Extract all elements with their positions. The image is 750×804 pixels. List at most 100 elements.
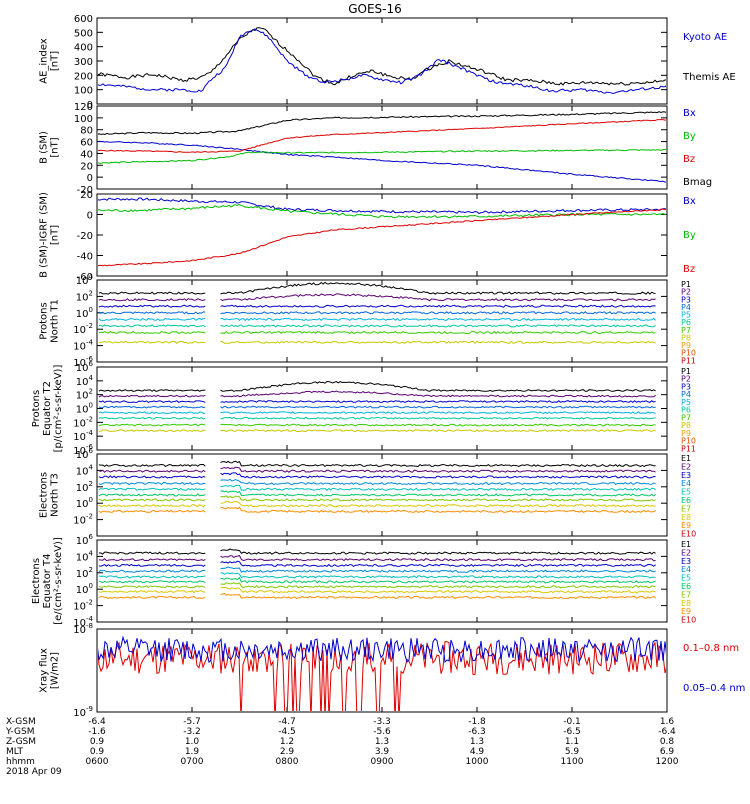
y-tick-label-bsm: 120: [74, 102, 93, 113]
series-line-bsm-bmag: [98, 111, 666, 136]
x-axis-value-5-1: -6.5: [563, 727, 581, 737]
channel-label-pT2-p7: P7: [681, 413, 691, 422]
channel-line-pT2-p8: [98, 429, 206, 433]
series-line-ae-themis-ae: [98, 27, 666, 86]
channel-label-pT1-p5: P5: [681, 311, 691, 320]
channel-line-eT4-e1: [220, 548, 656, 555]
y-tick-label-eT4: 104: [76, 549, 94, 563]
legend-label-xray-0-1-0-8-nm: 0.1–0.8 nm: [683, 643, 739, 654]
x-axis-value-0-4: 0600: [86, 757, 109, 767]
channel-label-eT3-e7: E7: [681, 504, 691, 513]
channel-line-eT4-e6: [98, 580, 206, 584]
channel-label-eT3-e8: E8: [681, 513, 691, 522]
channel-label-pT2-p8: P8: [681, 421, 691, 430]
x-axis-value-3-1: -5.6: [373, 727, 391, 737]
channel-line-eT4-e8: [98, 590, 206, 594]
x-axis-value-3-2: 1.3: [375, 737, 389, 747]
y-tick-label-pT1: 10-6: [73, 355, 93, 369]
y-axis-label-ae: AE_index: [39, 38, 50, 84]
channel-line-pT1-p2: [98, 298, 206, 302]
y-tick-label-eT3: 100: [76, 496, 93, 510]
channel-label-eT4-e4: E4: [681, 565, 691, 574]
channel-label-pT2-p1: P1: [681, 367, 691, 376]
channel-line-eT4-e9: [98, 595, 206, 599]
channel-label-pT2-p3: P3: [681, 382, 691, 391]
channel-line-eT4-e5: [98, 575, 206, 579]
y-tick-label-pT2: 102: [76, 388, 93, 402]
channel-label-eT3-e5: E5: [681, 488, 691, 497]
x-axis-value-5-3: 5.9: [565, 747, 580, 757]
y-tick-label-ae: 100: [74, 86, 93, 97]
x-axis-value-6-3: 6.9: [660, 747, 675, 757]
x-axis-value-2-1: -4.5: [278, 727, 296, 737]
y-axis-label-bsm: B (SM): [39, 131, 50, 164]
y-tick-label-eT4: 102: [76, 566, 93, 580]
x-axis-row-label-3: MLT: [6, 747, 24, 757]
channel-line-pT2-p3: [220, 400, 656, 404]
y-tick-label-eT3: 102: [76, 480, 93, 494]
channel-line-eT3-e6: [220, 490, 656, 497]
channel-label-eT4-e5: E5: [681, 574, 691, 583]
x-axis-value-0-3: 0.9: [90, 747, 105, 757]
channel-line-eT3-e3: [220, 472, 656, 479]
channel-line-pT1-p5: [98, 317, 206, 321]
y-tick-label-pT2: 100: [76, 402, 93, 416]
y-tick-label-bdiff: -60: [77, 272, 93, 283]
channel-line-pT2-p1: [220, 380, 656, 392]
channel-label-eT4-e9: E9: [681, 607, 691, 616]
x-axis-row-label-5: 2018 Apr 09: [6, 767, 62, 777]
channel-label-pT1-p7: P7: [681, 326, 691, 335]
channel-line-pT2-p1: [98, 389, 206, 392]
x-axis-value-4-1: -6.3: [468, 727, 486, 737]
channel-label-eT3-e10: E10: [681, 530, 696, 539]
channel-line-pT1-p5: [220, 317, 656, 322]
channel-label-eT3-e3: E3: [681, 471, 691, 480]
y-tick-label-eT3: 106: [76, 447, 94, 461]
series-line-bsm-by: [98, 148, 666, 164]
channel-label-eT4-e8: E8: [681, 599, 691, 608]
y-axis-label-xray: [W/m2]: [50, 652, 61, 689]
y-tick-label-pT1: 102: [76, 289, 93, 303]
x-axis-value-1-1: -3.2: [183, 727, 201, 737]
x-axis-value-5-2: 1.1: [565, 737, 579, 747]
y-tick-label-xray: 10-8: [73, 622, 93, 636]
channel-line-eT4-e7: [220, 582, 656, 589]
channel-label-pT1-p10: P10: [681, 349, 696, 358]
panel-frame-bdiff: [96, 193, 668, 277]
y-tick-label-eT4: 100: [76, 582, 93, 596]
channel-label-pT2-p2: P2: [681, 375, 691, 384]
y-tick-label-pT2: 106: [76, 360, 94, 374]
y-tick-label-eT3: 10-2: [73, 513, 93, 527]
x-axis-value-6-2: 0.8: [660, 737, 675, 747]
series-line-bdiff-bx: [98, 197, 666, 215]
x-axis-row-label-0: X-GSM: [6, 717, 36, 727]
y-tick-label-eT4: 10-2: [73, 599, 93, 613]
y-tick-label-bsm: 60: [80, 138, 93, 149]
channel-line-eT4-e9: [220, 592, 656, 600]
channel-line-pT2-p2: [98, 394, 206, 398]
channel-line-eT4-e2: [220, 555, 656, 562]
channel-line-pT2-p5: [98, 411, 206, 415]
channel-line-pT1-p4: [98, 311, 206, 315]
channel-label-pT1-p11: P11: [681, 356, 696, 365]
channel-label-eT3-e1: E1: [681, 454, 691, 463]
channel-line-eT3-e4: [98, 481, 206, 486]
y-tick-label-pT2: 10-4: [73, 429, 93, 443]
channel-label-pT2-p6: P6: [681, 406, 691, 415]
y-tick-label-xray: 10-9: [73, 705, 93, 719]
x-axis-row-label-2: Z-GSM: [6, 737, 36, 747]
x-axis-value-5-0: -0.1: [563, 717, 581, 727]
channel-label-eT4-e2: E2: [681, 548, 691, 557]
channel-label-eT3-e9: E9: [681, 521, 691, 530]
series-line-ae-kyoto-ae: [98, 28, 666, 95]
y-tick-label-pT2: 10-2: [73, 415, 93, 429]
y-tick-label-pT1: 10-4: [73, 339, 93, 353]
channel-label-eT4-e3: E3: [681, 557, 691, 566]
x-axis-row-label-1: Y-GSM: [5, 727, 34, 737]
channel-label-pT2-p11: P11: [681, 444, 696, 453]
y-tick-label-pT2: 104: [76, 374, 94, 388]
channel-line-pT1-p1: [98, 291, 206, 295]
channel-line-pT1-p1: [220, 281, 656, 295]
x-axis-value-4-3: 4.9: [470, 747, 485, 757]
